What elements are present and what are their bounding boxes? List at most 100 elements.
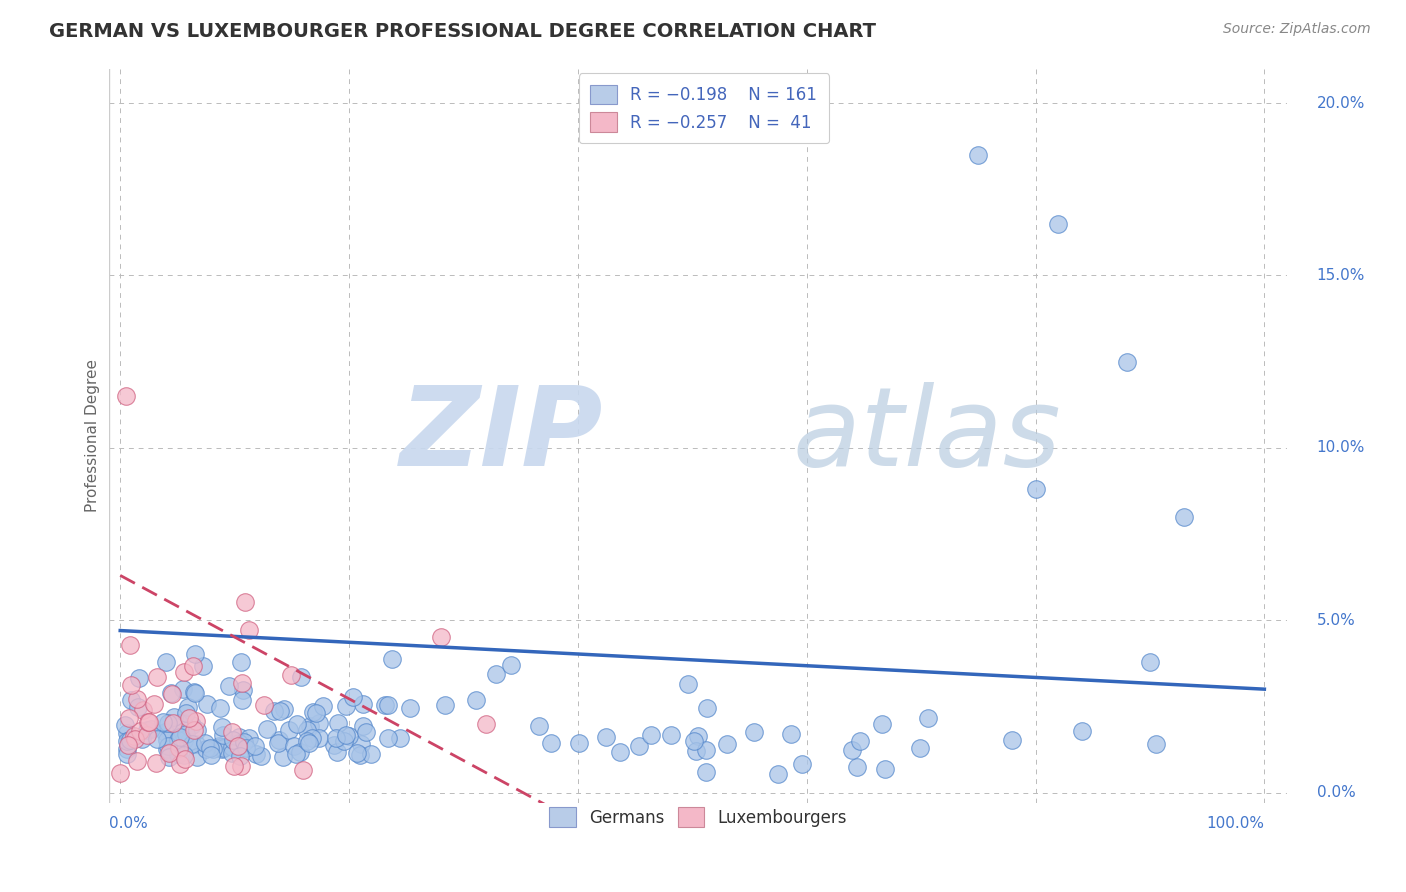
- Point: [231, 692, 253, 706]
- Point: [290, 670, 312, 684]
- Point: [117, 738, 139, 752]
- Point: [156, 716, 179, 731]
- Point: [475, 716, 498, 731]
- Point: [136, 714, 159, 729]
- Point: [1139, 655, 1161, 669]
- Point: [231, 759, 253, 773]
- Point: [323, 738, 346, 752]
- Point: [183, 723, 205, 738]
- Point: [243, 739, 266, 754]
- Point: [792, 756, 814, 771]
- Point: [184, 647, 207, 661]
- Point: [128, 671, 150, 685]
- Point: [766, 767, 789, 781]
- Point: [1047, 217, 1070, 231]
- Text: 100.0%: 100.0%: [1206, 816, 1264, 831]
- Point: [381, 652, 404, 666]
- Point: [250, 749, 273, 764]
- Point: [841, 742, 863, 756]
- Text: 0.0%: 0.0%: [1317, 785, 1355, 800]
- Point: [335, 699, 357, 714]
- Point: [115, 747, 138, 762]
- Text: 20.0%: 20.0%: [1317, 95, 1365, 111]
- Point: [291, 763, 314, 777]
- Point: [157, 723, 180, 737]
- Point: [640, 728, 662, 742]
- Point: [221, 746, 243, 760]
- Point: [1070, 724, 1092, 739]
- Point: [167, 732, 190, 747]
- Point: [145, 756, 167, 771]
- Point: [346, 746, 368, 760]
- Point: [152, 714, 174, 729]
- Y-axis label: Professional Degree: Professional Degree: [86, 359, 100, 512]
- Point: [155, 656, 177, 670]
- Point: [295, 734, 318, 748]
- Point: [177, 711, 200, 725]
- Point: [186, 723, 208, 737]
- Point: [229, 749, 252, 764]
- Point: [163, 710, 186, 724]
- Point: [173, 732, 195, 747]
- Point: [169, 731, 191, 745]
- Point: [683, 733, 706, 747]
- Point: [172, 714, 194, 729]
- Point: [160, 686, 183, 700]
- Point: [245, 747, 267, 761]
- Point: [263, 704, 285, 718]
- Point: [695, 764, 717, 779]
- Point: [285, 747, 308, 762]
- Point: [169, 756, 191, 771]
- Point: [212, 728, 235, 742]
- Point: [873, 762, 896, 776]
- Point: [183, 684, 205, 698]
- Point: [337, 729, 360, 743]
- Text: ZIP: ZIP: [401, 383, 603, 489]
- Point: [235, 741, 257, 756]
- Point: [917, 711, 939, 725]
- Point: [399, 701, 422, 715]
- Text: 0.0%: 0.0%: [108, 816, 148, 831]
- Point: [360, 747, 382, 761]
- Point: [232, 734, 254, 748]
- Point: [231, 655, 253, 669]
- Point: [186, 714, 208, 729]
- Point: [676, 677, 699, 691]
- Point: [173, 747, 195, 762]
- Point: [194, 736, 217, 750]
- Text: 5.0%: 5.0%: [1317, 613, 1355, 628]
- Point: [173, 665, 195, 680]
- Point: [195, 697, 218, 711]
- Point: [167, 716, 190, 731]
- Point: [110, 766, 132, 780]
- Legend: Germans, Luxembourgers: Germans, Luxembourgers: [540, 799, 855, 835]
- Point: [157, 746, 180, 760]
- Point: [174, 706, 197, 721]
- Point: [695, 743, 717, 757]
- Point: [312, 699, 335, 714]
- Point: [350, 737, 373, 751]
- Point: [167, 740, 190, 755]
- Point: [325, 731, 347, 745]
- Point: [124, 730, 146, 744]
- Point: [138, 715, 160, 730]
- Point: [183, 685, 205, 699]
- Point: [271, 750, 294, 764]
- Point: [716, 737, 738, 751]
- Point: [136, 728, 159, 742]
- Point: [299, 719, 322, 733]
- Point: [848, 734, 870, 748]
- Point: [167, 747, 190, 761]
- Point: [156, 742, 179, 756]
- Point: [208, 700, 231, 714]
- Point: [208, 739, 231, 754]
- Text: GERMAN VS LUXEMBOURGER PROFESSIONAL DEGREE CORRELATION CHART: GERMAN VS LUXEMBOURGER PROFESSIONAL DEGR…: [49, 22, 876, 41]
- Point: [326, 716, 349, 731]
- Point: [211, 720, 233, 734]
- Point: [162, 716, 184, 731]
- Point: [221, 740, 243, 755]
- Point: [846, 759, 869, 773]
- Point: [232, 683, 254, 698]
- Point: [218, 679, 240, 693]
- Point: [780, 727, 803, 741]
